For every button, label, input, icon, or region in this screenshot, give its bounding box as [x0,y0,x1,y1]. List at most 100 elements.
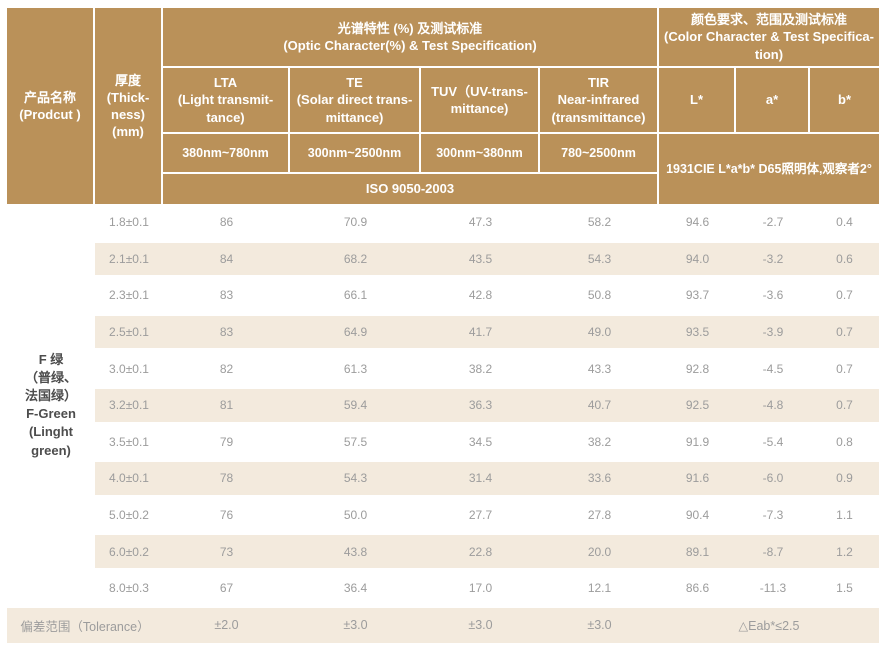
cell-thickness: 1.8±0.1 [95,204,163,241]
table-row: 3.5±0.1 79 57.5 34.5 38.2 91.9 -5.4 0.8 [7,423,879,461]
cell-a-star: -8.7 [736,533,810,570]
tolerance-row: 偏差范围（Tolerance） ±2.0 ±3.0 ±3.0 ±3.0 △Eab… [7,607,879,643]
cell-te: 61.3 [290,350,421,387]
product-name: F 绿 （普绿、 法国绿） F-Green (Linght green) [7,204,95,607]
header-l-star: L* [659,68,734,132]
cell-a-star: -3.9 [736,313,810,351]
cell-thickness: 4.0±0.1 [95,460,163,497]
header-b-star: b* [810,68,879,132]
cell-te: 66.1 [290,277,421,314]
cell-tuv: 27.7 [421,496,540,534]
cell-tir: 58.2 [540,204,659,241]
cell-lta: 81 [163,386,290,424]
cell-l-star: 92.5 [659,386,736,424]
cell-lta: 67 [163,569,290,607]
cell-b-star: 1.2 [810,533,879,570]
cell-tuv: 36.3 [421,386,540,424]
cell-tuv: 17.0 [421,569,540,607]
table-row: 4.0±0.1 78 54.3 31.4 33.6 91.6 -6.0 0.9 [7,460,879,497]
header-cie-standard: 1931CIE L*a*b* D65照明体,观察者2° [659,134,879,204]
cell-tir: 40.7 [540,386,659,424]
cell-tuv: 22.8 [421,533,540,570]
cell-a-star: -7.3 [736,496,810,534]
cell-tuv: 43.5 [421,240,540,278]
cell-te: 57.5 [290,423,421,461]
cell-tuv: 47.3 [421,204,540,241]
cell-l-star: 94.0 [659,240,736,278]
table-header: 产品名称 (Prodcut ) 厚度 (Thick- ness) (mm) 光谱… [7,8,879,204]
cell-lta: 86 [163,204,290,241]
cell-lta: 73 [163,533,290,570]
cell-a-star: -3.2 [736,240,810,278]
cell-a-star: -4.5 [736,350,810,387]
table-row: 1.8±0.1 86 70.9 47.3 58.2 94.6 -2.7 0.4 [7,204,879,241]
cell-te: 70.9 [290,204,421,241]
table-row: 2.1±0.1 84 68.2 43.5 54.3 94.0 -3.2 0.6 [7,240,879,278]
cell-a-star: -11.3 [736,569,810,607]
header-range-tir: 780~2500nm [540,134,657,172]
cell-l-star: 89.1 [659,533,736,570]
header-thickness: 厚度 (Thick- ness) (mm) [95,8,161,204]
tolerance-eab: △Eab*≤2.5 [738,618,800,633]
cell-b-star: 1.5 [810,569,879,607]
tolerance-te: ±3.0 [343,618,368,633]
cell-lta: 76 [163,496,290,534]
cell-te: 64.9 [290,313,421,351]
header-iso-standard: ISO 9050-2003 [163,174,657,204]
cell-b-star: 0.7 [810,386,879,424]
tolerance-lta: ±2.0 [214,618,239,633]
cell-a-star: -3.6 [736,277,810,314]
cell-l-star: 91.9 [659,423,736,461]
cell-b-star: 0.4 [810,204,879,241]
cell-lta: 79 [163,423,290,461]
table-row: 2.3±0.1 83 66.1 42.8 50.8 93.7 -3.6 0.7 [7,277,879,314]
cell-tir: 54.3 [540,240,659,278]
cell-te: 54.3 [290,460,421,497]
tolerance-tir: ±3.0 [587,618,612,633]
cell-a-star: -6.0 [736,460,810,497]
cell-thickness: 2.5±0.1 [95,313,163,351]
cell-tir: 38.2 [540,423,659,461]
table-row: 3.2±0.1 81 59.4 36.3 40.7 92.5 -4.8 0.7 [7,386,879,424]
cell-b-star: 0.7 [810,350,879,387]
tolerance-label: 偏差范围（Tolerance） [20,619,150,634]
cell-tir: 50.8 [540,277,659,314]
cell-l-star: 91.6 [659,460,736,497]
cell-b-star: 0.8 [810,423,879,461]
table-row: 6.0±0.2 73 43.8 22.8 20.0 89.1 -8.7 1.2 [7,533,879,570]
cell-b-star: 0.9 [810,460,879,497]
table-body: 1.8±0.1 86 70.9 47.3 58.2 94.6 -2.7 0.4 … [7,204,879,607]
cell-b-star: 0.7 [810,313,879,351]
cell-lta: 78 [163,460,290,497]
cell-tuv: 42.8 [421,277,540,314]
cell-tuv: 38.2 [421,350,540,387]
cell-tuv: 34.5 [421,423,540,461]
cell-a-star: -4.8 [736,386,810,424]
cell-l-star: 93.7 [659,277,736,314]
header-product: 产品名称 (Prodcut ) [7,8,93,204]
table-row: 3.0±0.1 82 61.3 38.2 43.3 92.8 -4.5 0.7 [7,350,879,387]
cell-l-star: 94.6 [659,204,736,241]
cell-tuv: 31.4 [421,460,540,497]
cell-tir: 12.1 [540,569,659,607]
cell-a-star: -2.7 [736,204,810,241]
header-color-group: 颜色要求、范围及测试标准 (Color Character & Test Spe… [659,8,879,66]
table-row: 5.0±0.2 76 50.0 27.7 27.8 90.4 -7.3 1.1 [7,496,879,534]
cell-thickness: 2.1±0.1 [95,240,163,278]
cell-l-star: 90.4 [659,496,736,534]
cell-tir: 33.6 [540,460,659,497]
cell-l-star: 92.8 [659,350,736,387]
cell-lta: 84 [163,240,290,278]
table-row: 2.5±0.1 83 64.9 41.7 49.0 93.5 -3.9 0.7 [7,313,879,351]
cell-te: 36.4 [290,569,421,607]
header-range-lta: 380nm~780nm [163,134,288,172]
cell-tir: 43.3 [540,350,659,387]
cell-tir: 49.0 [540,313,659,351]
cell-te: 43.8 [290,533,421,570]
header-a-star: a* [736,68,808,132]
header-optic-group: 光谱特性 (%) 及测试标准 (Optic Character(%) & Tes… [163,8,657,66]
cell-l-star: 93.5 [659,313,736,351]
cell-thickness: 6.0±0.2 [95,533,163,570]
cell-b-star: 0.6 [810,240,879,278]
